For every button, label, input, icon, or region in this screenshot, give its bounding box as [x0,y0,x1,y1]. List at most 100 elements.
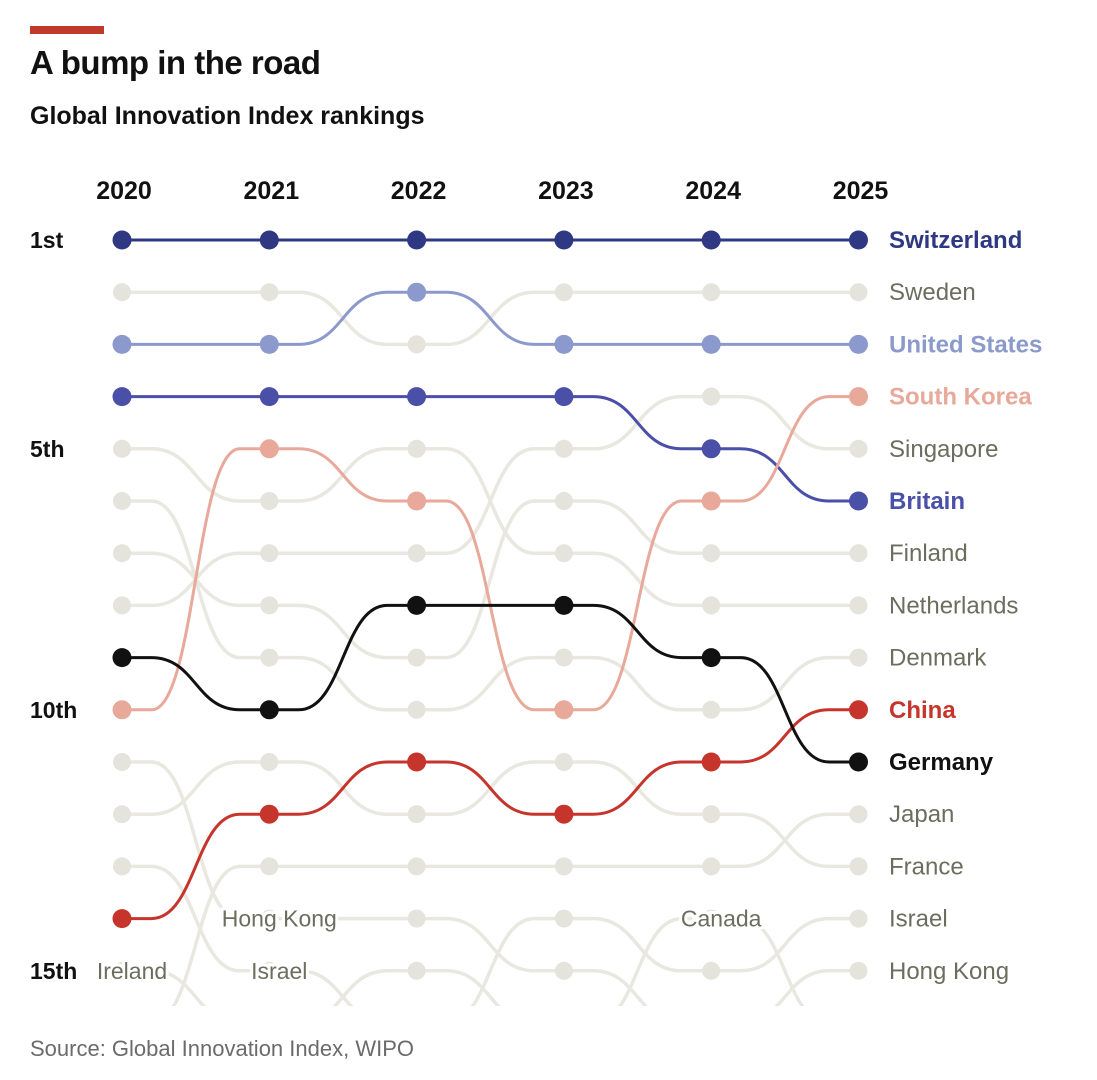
source-note: Source: Global Innovation Index, WIPO [30,1036,414,1061]
dot-denmark-2021 [260,648,279,667]
dot-denmark-2020 [113,492,131,510]
end-label-switzerland: Switzerland [889,227,1022,254]
dot-south-korea-2023 [554,700,574,720]
line-hong-kong [122,760,859,1006]
dot-sweden-2024 [702,283,721,302]
dot-united-states-2022 [407,282,427,302]
dot-switzerland-2025 [849,230,868,250]
dot-hong-kong-2023 [554,961,573,980]
dot-japan-2020 [113,1014,131,1032]
dot-canada-2022 [408,1066,426,1080]
end-label-israel: Israel [889,906,948,933]
highlight-lines [122,238,859,921]
dot-canada-2020 [113,1066,131,1080]
dot-hong-kong-2022 [407,909,426,928]
dot-britain-2022 [407,387,427,407]
end-labels: Switzerland Sweden United States South Kore… [889,227,1042,985]
annotation-hong-kong: Hong Kong [222,906,337,932]
dot-britain-2023 [554,387,574,407]
dot-finland-2020 [113,544,131,563]
dot-finland-2023 [554,492,573,510]
dot-france-2021 [260,753,279,771]
end-label-japan: Japan [889,801,954,828]
rank-label-1: 1st [30,227,64,253]
dot-china-2023 [554,804,574,824]
accent-bar [30,26,104,34]
dot-ireland-2020 [113,961,131,980]
dot-hong-kong-2025 [849,961,868,980]
dot-canada-2024 [702,1066,720,1080]
dot-singapore-2021 [260,544,279,563]
dot-switzerland-2023 [554,230,574,250]
dot-france-2022 [407,805,426,824]
dot-united-states-2024 [701,334,721,354]
dot-japan-2024 [702,857,721,876]
chart-title: A bump in the road [30,44,321,81]
dot-china-2025 [849,700,868,720]
dot-singapore-2025 [849,439,868,458]
line-germany [122,603,859,764]
annotation-israel: Israel [251,958,307,984]
dot-netherlands-2025 [849,596,868,615]
rank-labels: 1st 5th 10th 15th [30,227,77,984]
rank-label-15: 15th [30,958,77,984]
background-dots [113,283,868,1080]
year-label-2020: 2020 [96,177,152,205]
line-china [122,708,859,921]
line-finland [122,499,859,660]
dot-switzerland-2020 [112,230,132,250]
dot-ireland-2023 [555,1014,573,1032]
dot-switzerland-2021 [259,230,279,250]
dot-france-2025 [849,857,868,876]
dot-netherlands-2022 [407,439,426,458]
line-israel [122,864,859,1006]
dot-united-states-2025 [849,334,868,354]
dot-britain-2021 [259,387,279,407]
annotation-canada: Canada [681,906,762,932]
dot-germany-2024 [701,648,721,668]
dot-south-korea-2024 [701,491,721,511]
end-label-denmark: Denmark [889,645,987,672]
end-label-france: France [889,853,964,880]
dot-japan-2022 [407,857,426,876]
line-britain [122,395,859,503]
end-label-china: China [889,697,956,724]
dot-denmark-2024 [702,700,721,719]
end-label-hong-kong: Hong Kong [889,958,1009,985]
dot-canada-2021 [260,1066,278,1080]
end-label-united-states: United States [889,331,1042,358]
end-label-netherlands: Netherlands [889,592,1018,619]
dot-germany-2022 [407,595,427,615]
dot-finland-2022 [407,648,426,667]
year-label-2022: 2022 [391,177,447,205]
year-label-2023: 2023 [538,177,594,205]
end-label-sweden: Sweden [889,279,976,306]
year-labels: 2020 2021 2022 2023 2024 2025 [96,177,888,205]
dot-switzerland-2022 [407,230,427,250]
dot-china-2022 [407,752,427,772]
dot-south-korea-2025 [849,387,868,407]
dot-finland-2025 [849,544,868,563]
dot-finland-2024 [702,544,721,563]
inline-annotations: Ireland Hong Kong Israel Canada [94,903,765,987]
dot-china-2020 [112,909,132,929]
rank-label-5: 5th [30,436,65,462]
dot-britain-2025 [849,491,868,511]
dot-israel-2023 [554,909,573,928]
dot-netherlands-2021 [260,492,279,510]
dot-hong-kong-2024 [702,1014,720,1032]
dot-united-states-2020 [112,334,132,354]
dot-singapore-2024 [702,387,721,406]
line-ireland [122,916,805,1006]
dot-israel-2020 [113,857,131,876]
dot-germany-2020 [112,648,132,668]
dot-japan-2021 [260,857,279,876]
dot-japan-2025 [849,805,868,824]
end-label-singapore: Singapore [889,436,998,463]
dot-israel-2025 [849,909,868,928]
dot-france-2020 [113,805,131,824]
dot-hong-kong-2020 [113,753,131,771]
rank-label-10: 10th [30,697,77,723]
dot-denmark-2025 [849,648,868,667]
